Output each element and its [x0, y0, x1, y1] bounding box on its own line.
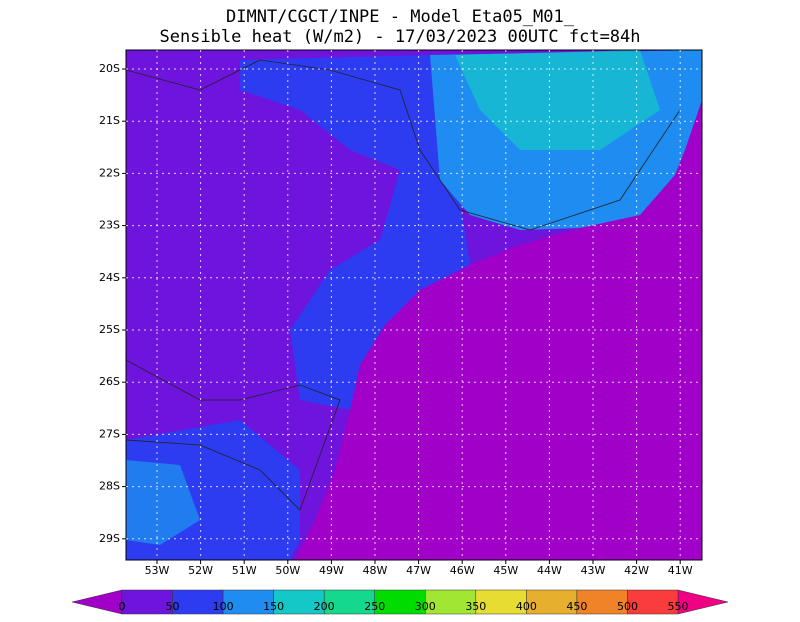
- latitude-label: 21S: [99, 114, 120, 127]
- longitude-label: 51W: [232, 564, 257, 577]
- colorbar-segment: [475, 589, 527, 615]
- latitude-label: 22S: [99, 166, 120, 179]
- title-line-2: Sensible heat (W/m2) - 17/03/2023 00UTC …: [159, 27, 640, 47]
- colorbar-segment: [222, 589, 274, 615]
- land-blue-zone: [240, 55, 470, 410]
- colorbar-segment: [323, 589, 375, 615]
- latitude-label: 24S: [99, 271, 120, 284]
- longitude-label: 49W: [319, 564, 344, 577]
- colorbar-label: 150: [263, 600, 284, 613]
- colorbar-label: 550: [668, 600, 689, 613]
- colorbar-label: 0: [119, 600, 126, 613]
- longitude-label: 42W: [624, 564, 649, 577]
- colorbar-segment: [526, 589, 578, 615]
- longitude-label: 43W: [581, 564, 606, 577]
- map: [125, 49, 703, 561]
- longitude-label: 41W: [668, 564, 693, 577]
- colorbar-label: 200: [314, 600, 335, 613]
- borders-south: [125, 359, 341, 511]
- longitude-label: 50W: [275, 564, 300, 577]
- land-cyan-south: [126, 460, 200, 545]
- longitude-label: 46W: [450, 564, 475, 577]
- colorbar-label: 450: [566, 600, 587, 613]
- colorbar-label: 300: [415, 600, 436, 613]
- colorbar-segment: [121, 589, 173, 615]
- colorbar-label: 350: [465, 600, 486, 613]
- longitude-label: 53W: [145, 564, 170, 577]
- latitude-label: 25S: [99, 323, 120, 336]
- title-line-1: DIMNT/CGCT/INPE - Model Eta05_M01_: [226, 7, 575, 27]
- latitude-label: 28S: [99, 480, 120, 493]
- longitude-label: 45W: [493, 564, 518, 577]
- colorbar-segment: [374, 589, 426, 615]
- colorbar-label: 500: [617, 600, 638, 613]
- colorbar-label: 100: [213, 600, 234, 613]
- map-frame: [125, 49, 703, 561]
- longitude-label: 47W: [406, 564, 431, 577]
- latitude-label: 20S: [99, 62, 120, 75]
- latitude-label: 27S: [99, 427, 120, 440]
- latitude-label: 23S: [99, 219, 120, 232]
- colorbar-below: [71, 589, 123, 615]
- longitude-label: 52W: [188, 564, 213, 577]
- latitude-label: 26S: [99, 375, 120, 388]
- colorbar-segment: [273, 589, 325, 615]
- borders: [125, 59, 681, 231]
- colorbar-label: 50: [166, 600, 180, 613]
- longitude-label: 44W: [537, 564, 562, 577]
- colorbar-label: 250: [364, 600, 385, 613]
- longitude-label: 48W: [363, 564, 388, 577]
- colorbar-label: 400: [516, 600, 537, 613]
- colorbar-segment: [576, 589, 628, 615]
- colorbar-segment: [172, 589, 224, 615]
- colorbar-segment: [627, 589, 679, 615]
- latitude-label: 29S: [99, 532, 120, 545]
